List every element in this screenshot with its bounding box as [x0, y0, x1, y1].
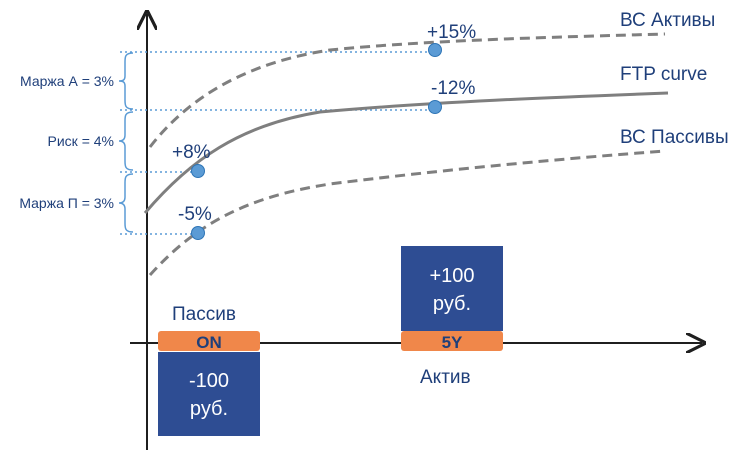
label-liability: Пассив [172, 304, 236, 325]
label-curve-bc-liabilities: ВС Пассивы [620, 127, 729, 148]
label-ftp-5y: -12% [431, 78, 475, 99]
liability-amount: -100 [189, 370, 229, 392]
point-ftp-5y [428, 100, 442, 114]
label-margin-a: Маржа А = 3% [20, 73, 114, 89]
label-curve-bc-assets: ВС Активы [620, 10, 715, 31]
point-liab-on [191, 226, 205, 240]
tenor-on-bar [158, 331, 260, 351]
brace-risk [118, 111, 134, 171]
liability-box [158, 352, 260, 436]
curve-ftp [143, 91, 669, 214]
label-asset: Актив [420, 367, 471, 388]
label-risk: Риск = 4% [48, 133, 114, 149]
point-assets-5y [428, 43, 442, 57]
curve-bc-assets [148, 32, 666, 148]
tenor-5y-label: 5Y [442, 333, 463, 352]
label-assets-5y: +15% [427, 22, 476, 43]
asset-currency: руб. [433, 293, 471, 315]
label-ftp-on: +8% [172, 142, 211, 163]
brace-margin-a [118, 52, 134, 110]
brace-margin-p [118, 173, 134, 233]
label-curve-ftp: FTP curve [620, 64, 707, 85]
tenor-5y-bar [401, 331, 503, 351]
tenor-on-label: ON [196, 333, 222, 352]
asset-box [401, 246, 503, 331]
point-ftp-on [191, 164, 205, 178]
liability-currency: руб. [190, 398, 228, 420]
asset-amount: +100 [429, 265, 474, 287]
label-margin-p: Маржа П = 3% [19, 195, 114, 211]
label-liab-on: -5% [178, 204, 212, 225]
